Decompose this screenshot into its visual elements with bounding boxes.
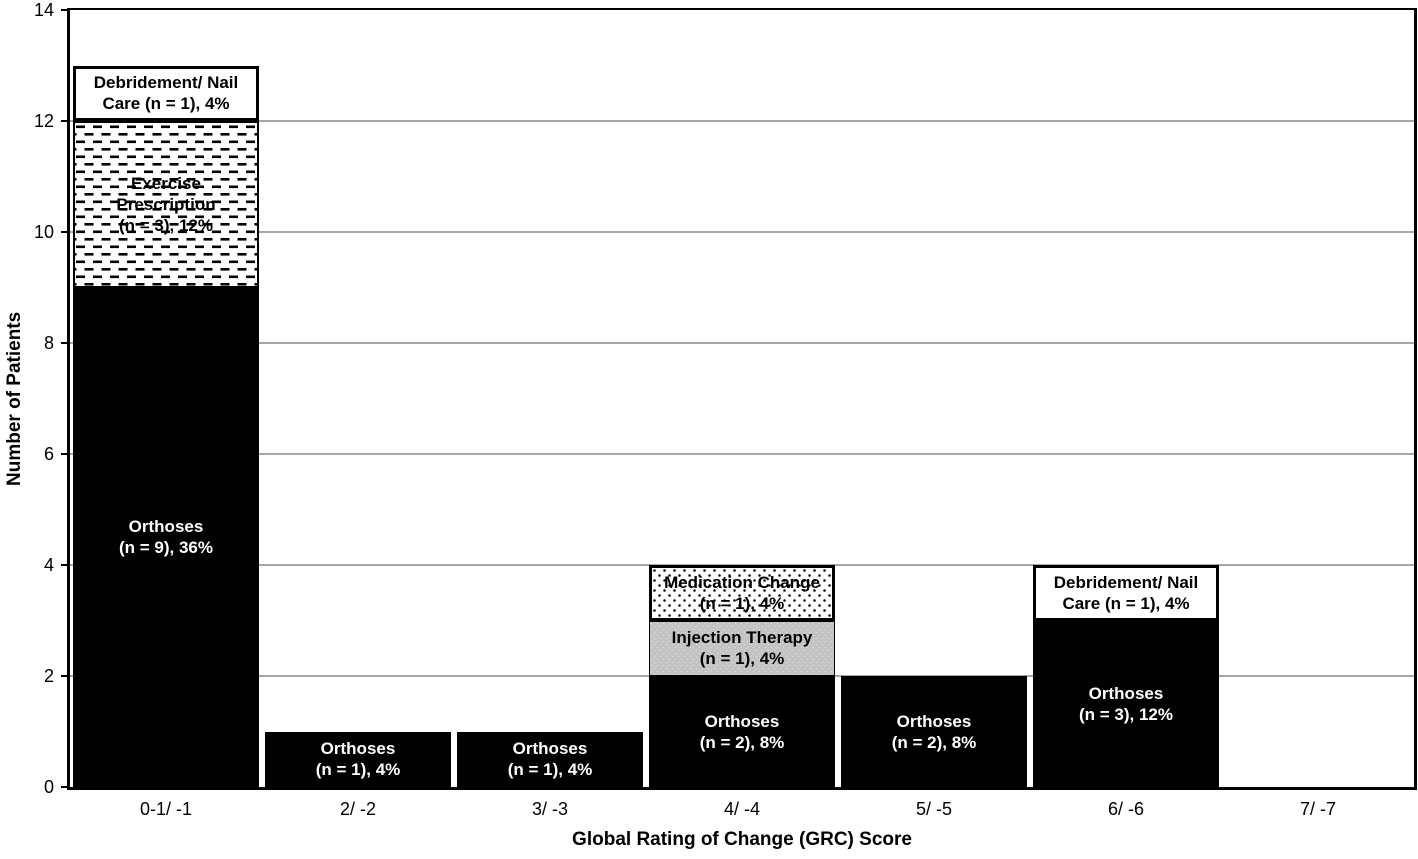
y-tick-label: 4 [43, 555, 54, 575]
x-axis-title: Global Rating of Change (GRC) Score [572, 829, 912, 850]
gridline-y10 [70, 231, 1414, 233]
x-tick-label: 0-1/ -1 [139, 799, 193, 819]
y-tick-mark [61, 9, 70, 11]
bar-segment-orthoses: Orthoses (n = 1), 4% [457, 731, 643, 787]
y-tick-label: 6 [43, 444, 54, 464]
bar-segment-exercise-prescription: Exercise Prescription (n = 3), 12% [73, 121, 259, 288]
x-tick-label: 2/ -2 [339, 799, 377, 819]
dotted-pattern [652, 568, 832, 618]
bar-segment-orthoses: Orthoses (n = 2), 8% [649, 676, 835, 787]
y-tick-mark [61, 453, 70, 455]
y-tick-mark [61, 231, 70, 233]
y-tick-label: 2 [43, 666, 54, 686]
x-tick-label: 3/ -3 [531, 799, 569, 819]
bar-segment-orthoses: Orthoses (n = 9), 36% [73, 287, 259, 787]
bar-segment-label: Orthoses (n = 2), 8% [699, 711, 785, 752]
bar-segment-debridement-nail-care: Debridement/ Nail Care (n = 1), 4% [1033, 565, 1219, 621]
plot-border-top [67, 8, 1417, 11]
x-tick-label: 6/ -6 [1107, 799, 1145, 819]
y-tick-mark [61, 564, 70, 566]
y-tick-mark [61, 786, 70, 788]
bar-segment-medication-change: Medication Change (n = 1), 4% [649, 565, 835, 621]
bar-segment-orthoses: Orthoses (n = 3), 12% [1033, 620, 1219, 787]
x-tick-label: 7/ -7 [1299, 799, 1337, 819]
bar-segment-label: Orthoses (n = 9), 36% [118, 517, 213, 558]
gridline-y12 [70, 120, 1414, 122]
y-tick-label: 14 [33, 0, 54, 20]
x-axis-line [67, 787, 1417, 790]
gridline-y8 [70, 342, 1414, 344]
bar-segment-label: Orthoses (n = 3), 12% [1078, 683, 1173, 724]
bar-segment-orthoses: Orthoses (n = 1), 4% [265, 731, 451, 787]
gridline-y6 [70, 453, 1414, 455]
gridline-y4 [70, 564, 1414, 566]
bar-segment-label: Debridement/ Nail Care (n = 1), 4% [93, 73, 239, 114]
y-tick-mark [61, 675, 70, 677]
bar-segment-label: Orthoses (n = 1), 4% [507, 739, 593, 780]
bar-segment-label: Debridement/ Nail Care (n = 1), 4% [1053, 572, 1199, 613]
y-tick-label: 12 [33, 111, 54, 131]
bar-segment-label: Orthoses (n = 1), 4% [315, 739, 401, 780]
bar-segment-label: Orthoses (n = 2), 8% [891, 711, 977, 752]
x-tick-label: 5/ -5 [915, 799, 953, 819]
y-tick-mark [61, 120, 70, 122]
y-tick-label: 10 [33, 222, 54, 242]
y-tick-label: 8 [43, 333, 54, 353]
bar-segment-injection-therapy: Injection Therapy (n = 1), 4% [649, 620, 835, 676]
y-tick-mark [61, 342, 70, 344]
plot-border-right [1414, 8, 1417, 790]
bar-segment-orthoses: Orthoses (n = 2), 8% [841, 676, 1027, 787]
dashed-pattern [75, 123, 257, 286]
bar-segment-debridement-nail-care: Debridement/ Nail Care (n = 1), 4% [73, 65, 259, 121]
y-tick-label: 0 [43, 777, 54, 797]
gray-pattern [650, 621, 834, 675]
x-tick-label: 4/ -4 [723, 799, 761, 819]
y-axis-line [67, 8, 70, 790]
